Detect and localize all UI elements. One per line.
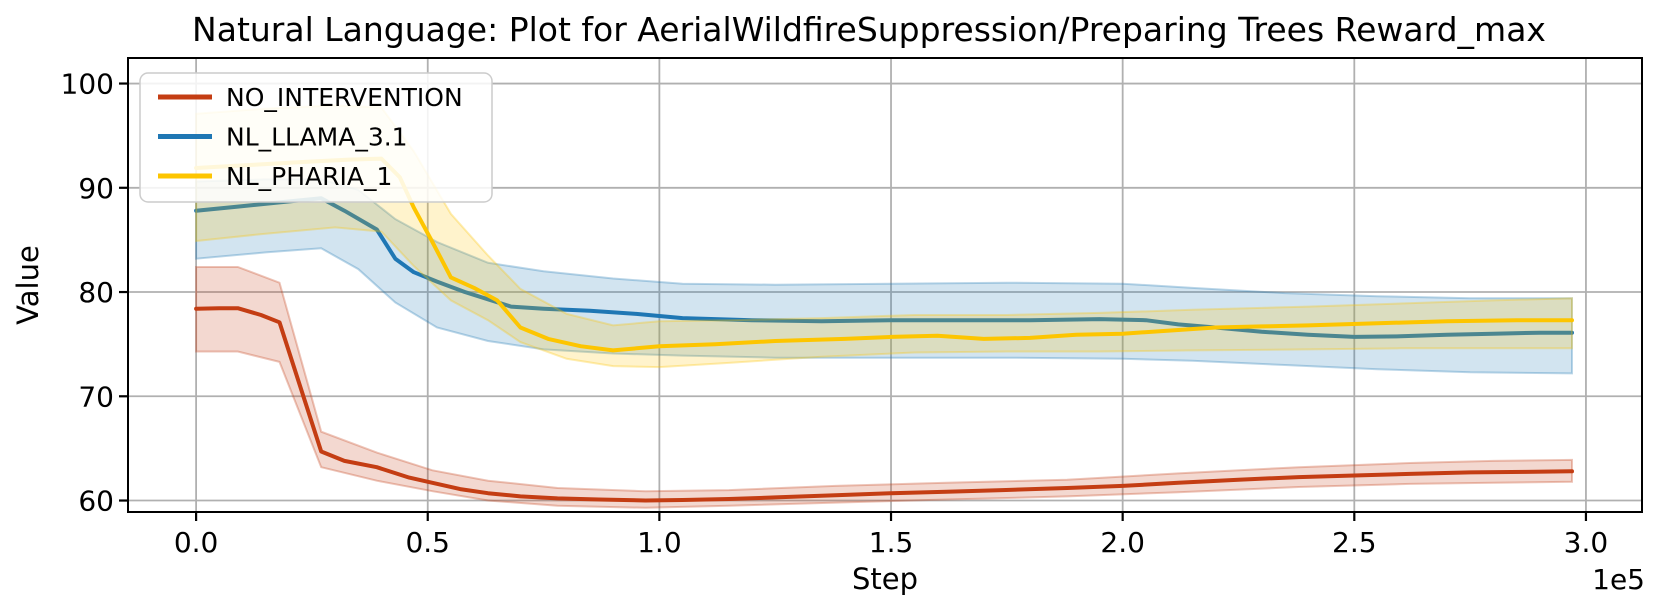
x-tick-label: 1.5 [869, 526, 914, 559]
axes-ticks: 0.0 0.5 1.0 1.5 2.0 2.5 3.0 60 70 80 90 100 [61, 68, 1609, 559]
legend-label-NL_PHARIA_1: NL_PHARIA_1 [226, 162, 392, 191]
x-tick-label: 0.0 [174, 526, 219, 559]
x-axis-label: Step [852, 562, 918, 596]
series-band-NO_INTERVENTION [195, 266, 1573, 509]
legend: NO_INTERVENTION NL_LLAMA_3.1 NL_PHARIA_1 [139, 72, 493, 203]
legend-label-NO_INTERVENTION: NO_INTERVENTION [226, 83, 463, 112]
y-tick-label: 70 [78, 380, 114, 413]
chart-title: Natural Language: Plot for AerialWildfir… [192, 10, 1546, 49]
plot-border [127, 57, 1643, 513]
series-band-NL_LLAMA_3.1 [195, 178, 1573, 375]
y-tick-label: 100 [61, 68, 114, 101]
legend-box [139, 72, 493, 203]
x-tick-label: 2.0 [1100, 526, 1145, 559]
series-band-NL_PHARIA_1 [195, 104, 1573, 369]
y-tick-label: 90 [78, 172, 114, 205]
y-tick-label: 60 [78, 485, 114, 518]
legend-label-NL_LLAMA_3.1: NL_LLAMA_3.1 [226, 123, 408, 152]
x-tick-label: 1.0 [637, 526, 682, 559]
y-tick-label: 80 [78, 276, 114, 309]
series-line-NO_INTERVENTION [194, 306, 1574, 503]
series-line-NL_LLAMA_3.1 [194, 196, 1574, 339]
x-axis-offset-label: 1e5 [1592, 563, 1645, 596]
x-tick-label: 0.5 [405, 526, 450, 559]
y-axis-label: Value [11, 245, 45, 325]
x-tick-label: 2.5 [1332, 526, 1377, 559]
x-tick-label: 3.0 [1564, 526, 1609, 559]
